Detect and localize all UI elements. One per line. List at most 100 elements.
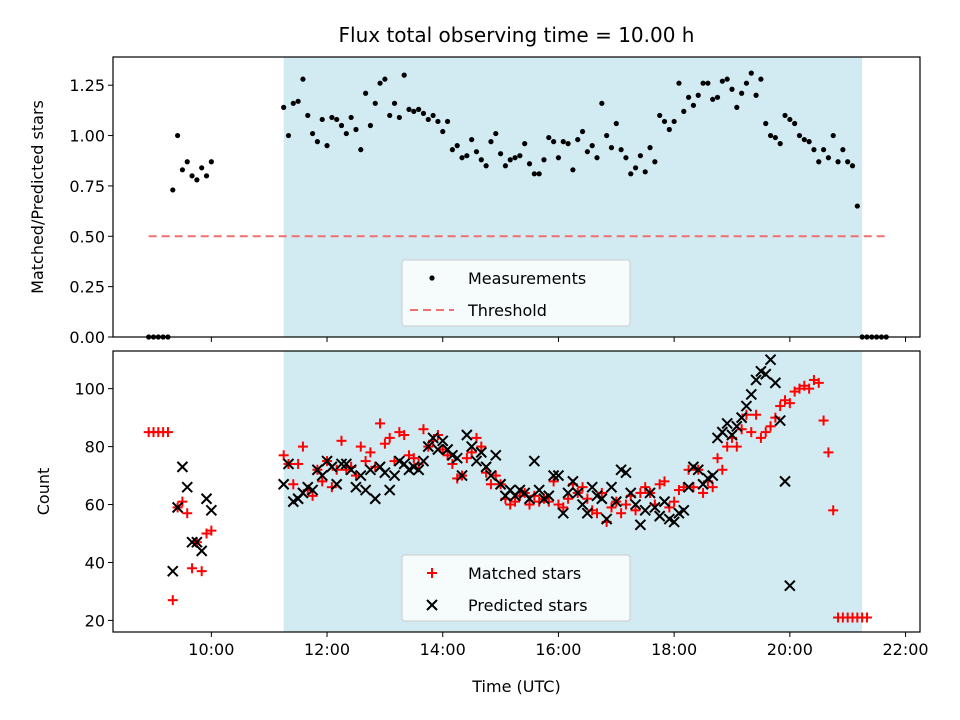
matched-star-point [558,502,569,513]
predicted-star-point [490,449,502,461]
measurement-point [372,100,378,106]
ratio-panel: 0.00 0.25 0.50 0.75 1.00 1.25 Flux total obse… [28,23,921,347]
cross-stroke [721,417,733,430]
cross-stroke [384,484,396,496]
predicted-star-point [369,493,381,505]
ratio-y-ticks: 0.00 0.25 0.50 0.75 1.00 1.25 [69,76,113,347]
measurement-point [724,76,730,82]
measurement-point [840,147,846,153]
y-tick-label: 1.00 [69,127,105,146]
y-tick-label: 100 [74,380,105,399]
predicted-star-point [668,516,680,528]
measurement-point [309,130,316,137]
matched-star-point [447,458,458,469]
chart-title: Flux total observing time = 10.00 h [339,23,695,47]
predicted-star-point [692,464,704,476]
cross-stroke [364,464,377,476]
measurement-point [440,128,446,135]
measurement-point [449,147,455,153]
predicted-star-point [282,458,295,470]
cross-stroke [543,490,555,502]
measurement-point [526,161,533,167]
predicted-star-point [364,464,377,476]
measurement-point [343,130,349,137]
legend-label: Matched stars [468,564,581,583]
count-panel: 10:00 12:00 14:00 16:00 18:00 20:00 22:00 20 40… [34,350,929,696]
predicted-star-point [167,565,179,577]
cross-stroke [475,446,488,459]
y-tick-label: 0.00 [69,328,105,347]
cross-stroke [321,455,333,467]
predicted-star-point [649,501,661,514]
matched-star-point [784,398,795,409]
predicted-star-point [461,429,473,441]
matched-star-point [162,427,173,438]
matched-star-point [755,432,766,443]
predicted-star-point [330,478,343,490]
measurement-point [314,139,321,145]
matched-star-point [765,421,776,432]
matched-star-point [775,401,786,412]
y-tick-label: 1.25 [69,76,105,95]
predicted-star-point [494,478,507,490]
measurement-point [179,167,186,173]
measurement-point [618,147,624,153]
cross-stroke [330,478,343,490]
measurement-point [792,120,798,127]
ratio-axes-frame [112,56,921,338]
cross-stroke [167,565,179,577]
predicted-star-point [629,498,642,511]
cross-stroke [355,469,367,482]
predicted-star-point [186,536,198,548]
cross-stroke [557,507,569,519]
cross-stroke [764,353,777,366]
cross-stroke [176,461,189,473]
predicted-star-point [740,400,753,412]
cross-stroke [658,495,671,508]
cross-stroke [446,449,459,461]
measurement-point [464,153,470,159]
cross-stroke [456,469,468,482]
matched-star-point [490,470,501,481]
measurement-point [546,134,552,141]
measurement-point [493,130,499,137]
cross-stroke [769,377,782,389]
measurement-point [512,155,518,161]
predicted-star-point [543,490,555,502]
cross-stroke [774,414,786,427]
measurement-point [811,147,817,153]
measurement-point [734,104,740,110]
cross-stroke [494,478,507,490]
predicted-star-point [726,429,738,441]
measurement-point [406,106,412,112]
cross-stroke [740,400,753,412]
y-tick-label: 0.75 [69,177,105,196]
predicted-star-point [355,469,367,482]
cross-stroke [345,464,357,476]
cross-stroke [408,461,420,473]
matched-star-point [823,447,834,458]
cross-stroke [195,545,208,557]
matched-star-point [760,427,771,438]
predicted-star-point [191,536,203,548]
measurement-point [324,143,330,149]
count-legend: Matched stars Predicted stars [401,554,631,622]
cross-stroke [779,475,791,488]
measurement-point [517,153,523,159]
cross-stroke [461,429,473,441]
cross-stroke [200,493,213,505]
predicted-star-point [326,461,338,473]
cross-stroke [427,432,439,444]
measurement-point [806,139,812,145]
predicted-star-point [557,507,569,519]
cross-stroke [625,487,637,499]
predicted-star-point [735,411,748,424]
measurement-point [686,94,692,100]
cross-stroke [572,487,584,499]
cross-stroke [277,478,290,490]
predicted-star-point [769,377,782,389]
matched-star-point [336,435,347,446]
predicted-star-point [552,469,565,482]
count-y-ticks: 20 40 60 80 100 [74,380,113,630]
measurement-point [816,159,822,165]
